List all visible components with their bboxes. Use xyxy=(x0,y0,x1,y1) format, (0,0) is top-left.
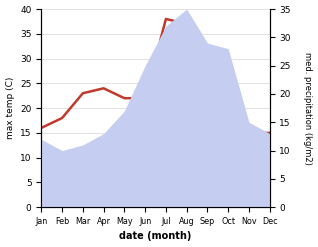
Y-axis label: max temp (C): max temp (C) xyxy=(5,77,15,139)
X-axis label: date (month): date (month) xyxy=(119,231,192,242)
Y-axis label: med. precipitation (kg/m2): med. precipitation (kg/m2) xyxy=(303,52,313,165)
